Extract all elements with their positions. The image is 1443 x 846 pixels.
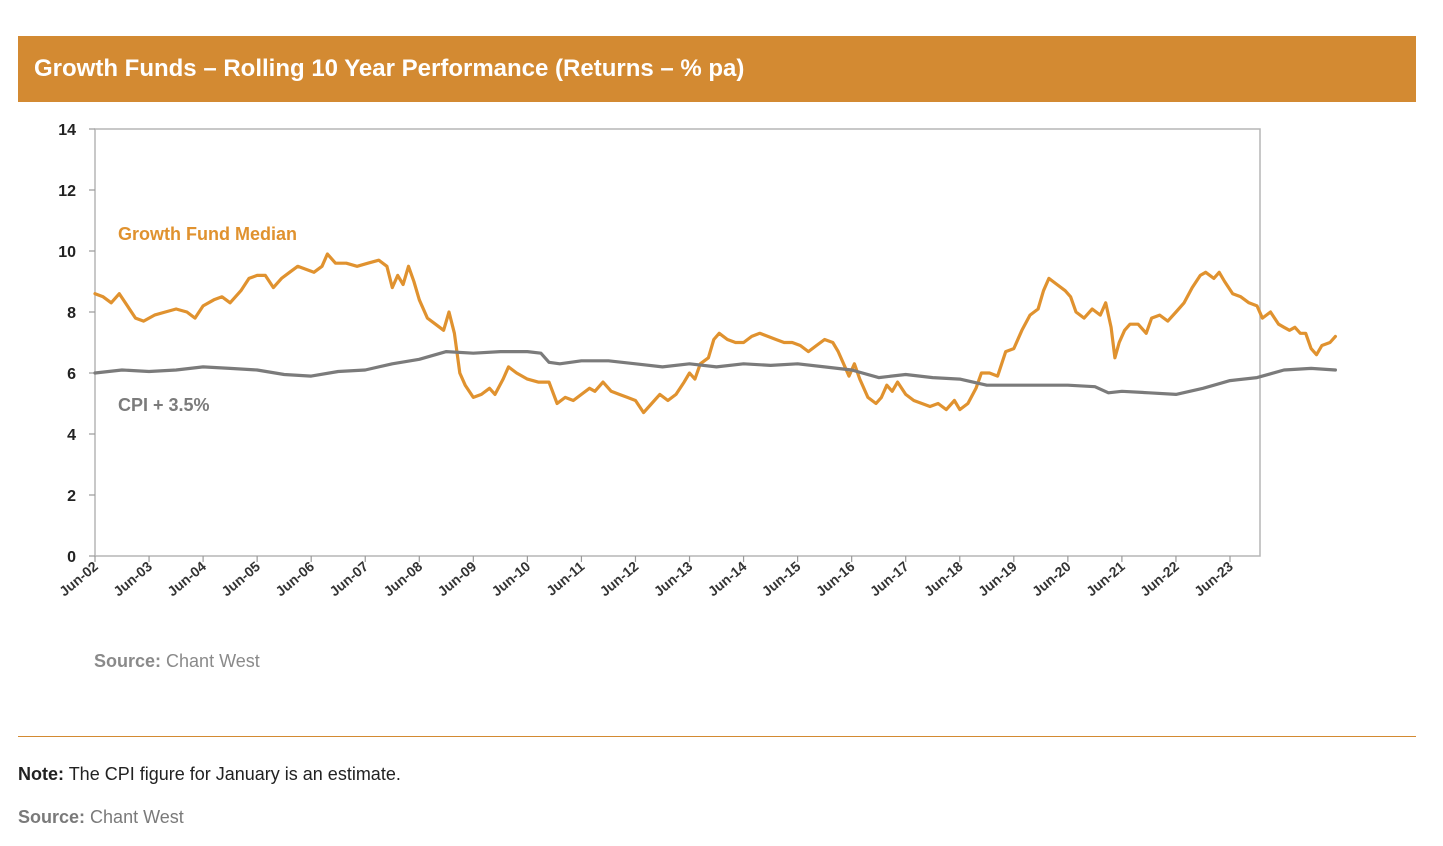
x-tick-label: Jun-14 bbox=[705, 558, 750, 599]
footer-source: Source: Chant West bbox=[18, 807, 184, 828]
y-tick-label: 2 bbox=[67, 488, 76, 505]
x-tick-label: Jun-12 bbox=[597, 558, 642, 599]
x-tick-label: Jun-15 bbox=[759, 558, 804, 599]
note-label: Note: bbox=[18, 764, 64, 784]
title-banner: Growth Funds – Rolling 10 Year Performan… bbox=[18, 36, 1416, 102]
cpi-3-5-line bbox=[93, 350, 1337, 396]
x-tick-label: Jun-03 bbox=[110, 558, 155, 599]
chart-source-label: Source: bbox=[94, 651, 166, 671]
plot-frame bbox=[94, 128, 1261, 557]
x-tick-label: Jun-08 bbox=[380, 558, 425, 599]
x-tick-label: Jun-16 bbox=[813, 558, 858, 599]
footer-note: Note: The CPI figure for January is an e… bbox=[18, 764, 401, 785]
note-text: The CPI figure for January is an estimat… bbox=[68, 764, 401, 784]
x-tick-label: Jun-23 bbox=[1191, 558, 1236, 599]
chart-source-text: Chant West bbox=[166, 651, 260, 671]
footer-source-label: Source: bbox=[18, 807, 86, 827]
x-tick-label: Jun-06 bbox=[272, 558, 317, 599]
cpi-label: CPI + 3.5% bbox=[118, 395, 210, 415]
x-tick-label: Jun-07 bbox=[326, 558, 371, 599]
y-tick-label: 0 bbox=[67, 549, 76, 566]
growth-fund-median-label: Growth Fund Median bbox=[118, 224, 297, 244]
x-tick-label: Jun-18 bbox=[921, 558, 966, 599]
x-tick-label: Jun-17 bbox=[867, 558, 912, 599]
y-tick-label: 8 bbox=[67, 305, 76, 322]
x-tick-label: Jun-04 bbox=[164, 558, 209, 599]
y-tick-label: 4 bbox=[67, 427, 76, 444]
footer-source-text: Chant West bbox=[90, 807, 184, 827]
x-tick-label: Jun-21 bbox=[1083, 558, 1128, 599]
x-tick-label: Jun-02 bbox=[56, 558, 101, 599]
y-tick-label: 10 bbox=[58, 244, 76, 261]
x-tick-label: Jun-09 bbox=[434, 558, 479, 599]
x-tick-label: Jun-19 bbox=[975, 558, 1020, 599]
y-tick-label: 6 bbox=[67, 366, 76, 383]
divider bbox=[18, 736, 1416, 737]
y-tick-label: 12 bbox=[58, 183, 76, 200]
x-tick-label: Jun-10 bbox=[488, 558, 533, 599]
page-title: Growth Funds – Rolling 10 Year Performan… bbox=[34, 55, 745, 82]
x-tick-label: Jun-13 bbox=[651, 558, 696, 599]
growth-fund-median-line bbox=[93, 252, 1337, 415]
y-tick-label: 14 bbox=[58, 122, 76, 139]
x-tick-label: Jun-05 bbox=[218, 558, 263, 599]
x-tick-label: Jun-20 bbox=[1029, 558, 1074, 599]
chart-source: Source: Chant West bbox=[94, 651, 260, 671]
x-tick-label: Jun-22 bbox=[1137, 558, 1182, 599]
x-tick-label: Jun-11 bbox=[543, 558, 587, 599]
